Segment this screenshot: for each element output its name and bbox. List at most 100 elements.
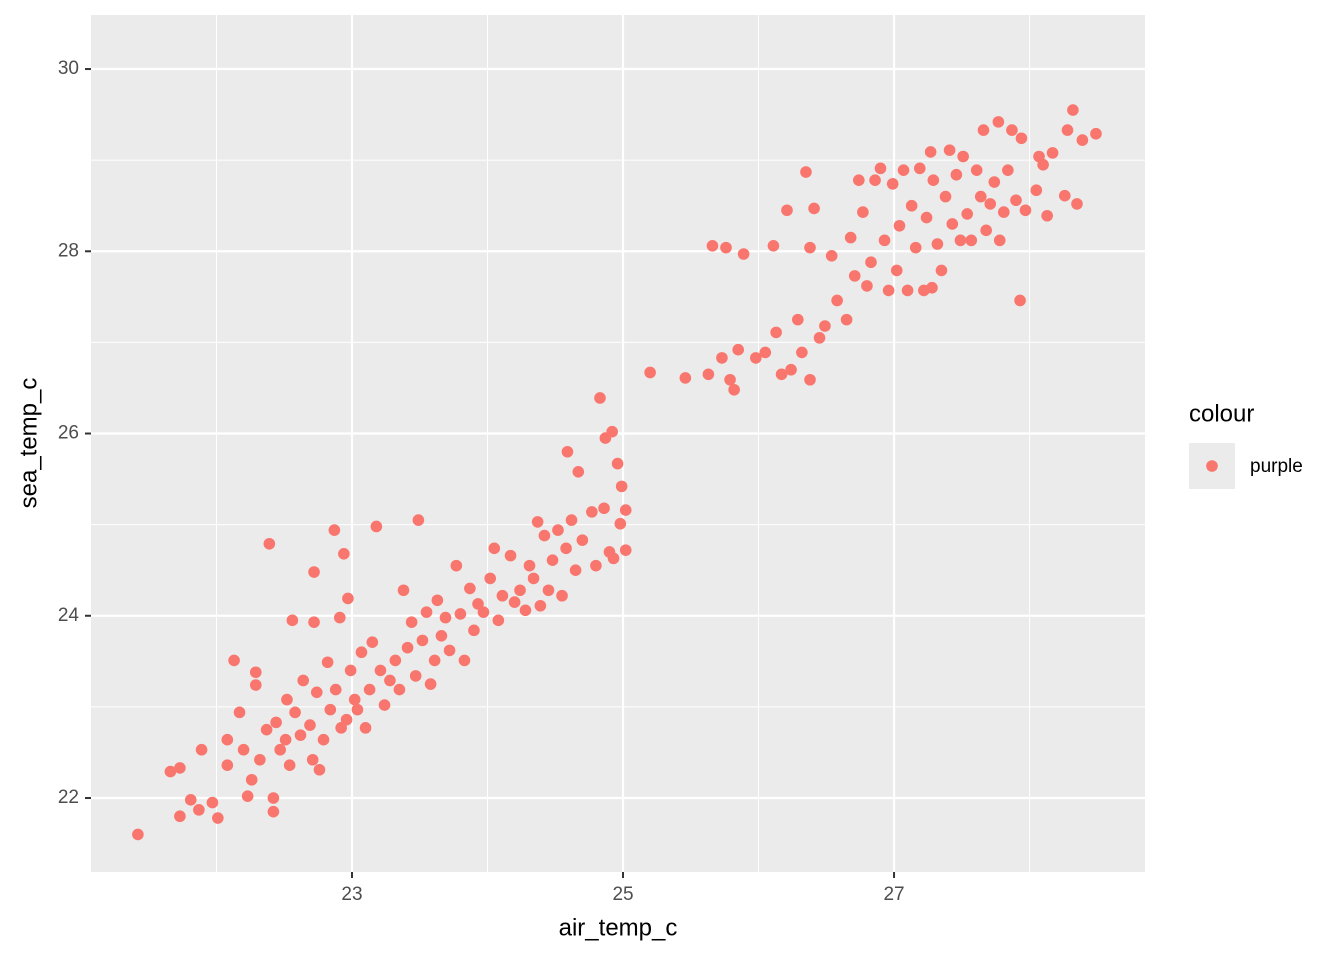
point: [569, 564, 582, 577]
x-tick-label: 27: [883, 884, 904, 905]
point: [939, 190, 952, 203]
point: [935, 264, 948, 277]
point: [679, 372, 692, 384]
point: [546, 554, 559, 566]
point: [957, 150, 969, 163]
point: [401, 641, 414, 654]
point: [720, 241, 732, 254]
point: [869, 174, 881, 187]
point: [409, 670, 422, 682]
point: [913, 162, 926, 175]
point: [572, 465, 585, 478]
point: [970, 164, 983, 176]
point: [1030, 184, 1043, 197]
point: [267, 805, 280, 818]
y-tick-label: 22: [58, 787, 79, 808]
point: [389, 654, 402, 667]
point: [384, 674, 396, 687]
point: [943, 144, 956, 156]
point: [644, 366, 656, 379]
point: [800, 166, 812, 178]
point: [458, 654, 471, 667]
point: [329, 683, 342, 696]
point: [333, 611, 346, 624]
point: [897, 164, 910, 176]
point: [443, 644, 456, 657]
point: [317, 733, 330, 746]
point: [348, 693, 361, 706]
point: [477, 606, 490, 618]
point: [310, 686, 323, 699]
point: [901, 284, 914, 297]
point: [992, 116, 1005, 128]
point: [420, 606, 433, 618]
point: [909, 241, 922, 254]
point: [965, 234, 978, 247]
legend-title: colour: [1189, 400, 1254, 427]
point: [977, 124, 990, 136]
point: [363, 683, 376, 696]
point: [861, 280, 873, 292]
point: [984, 198, 997, 210]
point: [796, 346, 808, 359]
point: [344, 664, 357, 677]
point: [374, 664, 387, 677]
point: [1061, 124, 1074, 136]
point: [882, 284, 895, 297]
point: [306, 753, 319, 766]
point: [724, 373, 736, 386]
point: [750, 352, 762, 364]
point: [279, 733, 292, 746]
point: [974, 190, 987, 203]
point: [1037, 158, 1049, 171]
point: [274, 743, 286, 756]
point: [781, 204, 793, 217]
point: [193, 804, 205, 816]
plot-panel: [91, 15, 1145, 872]
point: [619, 504, 632, 516]
point: [195, 743, 208, 756]
point: [759, 346, 772, 359]
point: [294, 729, 307, 741]
point: [924, 146, 937, 158]
point: [808, 202, 820, 215]
point: [586, 506, 598, 518]
point: [728, 383, 740, 396]
point: [308, 566, 320, 578]
point: [893, 219, 906, 232]
point: [508, 596, 521, 608]
point: [355, 646, 368, 659]
point: [249, 679, 262, 691]
point: [920, 211, 933, 224]
point: [792, 313, 804, 326]
point: [848, 270, 861, 282]
point: [338, 548, 350, 560]
point: [840, 313, 853, 326]
point: [1076, 134, 1089, 146]
point: [1058, 189, 1071, 202]
points: [132, 104, 1102, 841]
point: [1015, 132, 1028, 145]
point: [132, 828, 144, 841]
point: [767, 240, 780, 252]
point: [785, 363, 797, 376]
point: [560, 542, 572, 555]
point: [484, 572, 497, 585]
point: [174, 762, 186, 774]
point: [450, 559, 463, 572]
point: [770, 326, 782, 339]
point: [366, 636, 379, 648]
point: [598, 502, 610, 515]
point: [819, 320, 831, 332]
point: [254, 753, 266, 766]
point: [289, 706, 301, 719]
y-tick-label: 28: [58, 240, 79, 261]
point: [865, 256, 877, 269]
point: [206, 796, 219, 809]
y-axis-title: sea_temp_c: [15, 378, 42, 509]
point: [988, 176, 1001, 188]
point: [825, 250, 838, 262]
point: [488, 542, 501, 555]
point: [245, 773, 258, 786]
point: [775, 368, 788, 381]
